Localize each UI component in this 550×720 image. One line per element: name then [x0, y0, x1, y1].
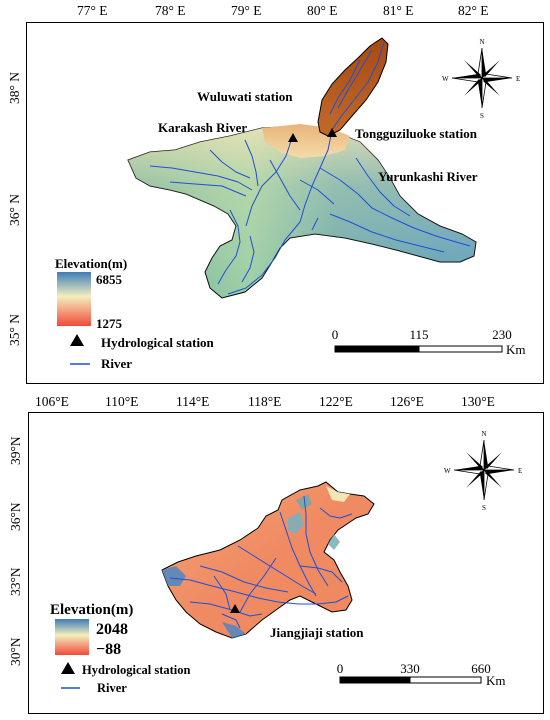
x-tick: 80° E — [307, 3, 338, 18]
station-marker — [327, 128, 337, 137]
compass-n: N — [481, 430, 486, 438]
x-tick: 118°E — [248, 394, 282, 409]
scale-bar: 0 330 660 Km — [337, 661, 506, 688]
label-wuluwati-station: Wuluwati station — [197, 89, 293, 104]
compass-s: S — [482, 504, 486, 512]
station-marker — [230, 604, 240, 613]
station-marker — [288, 133, 298, 142]
scale-bar: 0 115 230 Km — [332, 327, 526, 357]
station-legend-icon — [61, 662, 75, 674]
scale-label: 0 — [337, 661, 344, 676]
compass-w: W — [442, 75, 449, 83]
compass-n: N — [479, 38, 484, 46]
basin-huaihe — [161, 481, 375, 639]
label-karakash-river: Karakash River — [158, 120, 247, 135]
legend-title: Elevation(m) — [55, 256, 127, 271]
label-tongguziluoke-station: Tongguziluoke station — [355, 126, 478, 141]
legend-title: Elevation(m) — [50, 602, 133, 618]
scale-label: 330 — [400, 661, 420, 676]
legend-max: 6855 — [96, 272, 123, 287]
rivers — [149, 41, 471, 295]
legend-river: River — [97, 681, 127, 695]
x-tick: 122°E — [319, 394, 353, 409]
x-tick: 82° E — [458, 3, 489, 18]
map-canvas: N S E W Jiangjiaji station Elevation(m) … — [50, 430, 522, 695]
legend-station: Hydrological station — [82, 663, 191, 677]
compass-s: S — [480, 112, 484, 120]
scale-unit: Km — [486, 673, 506, 688]
station-legend-icon — [70, 334, 84, 346]
map-canvas: N S E W Wuluwati station Karakash River … — [55, 37, 526, 371]
x-tick: 106°E — [35, 394, 69, 409]
x-tick: 114°E — [176, 394, 210, 409]
scale-unit: Km — [506, 342, 526, 357]
basin-hotan — [127, 37, 477, 299]
compass-icon: N S E W — [444, 430, 522, 512]
label-yurunkashi-river: Yurunkashi River — [378, 169, 478, 184]
scale-label: 0 — [332, 327, 339, 342]
legend-min: −88 — [96, 641, 121, 658]
x-tick: 79° E — [231, 3, 262, 18]
compass-e: E — [518, 467, 522, 475]
map-panel-1: 77° E 78° E 79° E 80° E 81° E 82° E 38° … — [7, 3, 544, 384]
elevation-colorbar — [57, 272, 91, 326]
label-jiangjiaji-station: Jiangjiaji station — [270, 625, 364, 640]
elevation-colorbar — [55, 619, 89, 655]
legend-station: Hydrological station — [101, 335, 215, 350]
scale-label: 660 — [471, 661, 491, 676]
x-tick: 130°E — [461, 394, 495, 409]
compass-e: E — [516, 75, 520, 83]
scale-label: 230 — [492, 327, 512, 342]
compass-w: W — [444, 467, 451, 475]
x-tick: 78° E — [155, 3, 186, 18]
legend-river: River — [101, 356, 132, 371]
legend-min: 1275 — [96, 316, 123, 331]
x-tick: 81° E — [383, 3, 414, 18]
rivers — [169, 495, 353, 629]
compass-icon: N S E W — [442, 38, 520, 120]
legend-max: 2048 — [96, 621, 128, 638]
x-tick: 126°E — [390, 394, 424, 409]
scale-label: 115 — [409, 327, 428, 342]
map-panel-2: 106°E 110°E 114°E 118°E 122°E 126°E 130°… — [0, 390, 550, 720]
x-tick: 77° E — [77, 3, 108, 18]
x-tick: 110°E — [105, 394, 139, 409]
